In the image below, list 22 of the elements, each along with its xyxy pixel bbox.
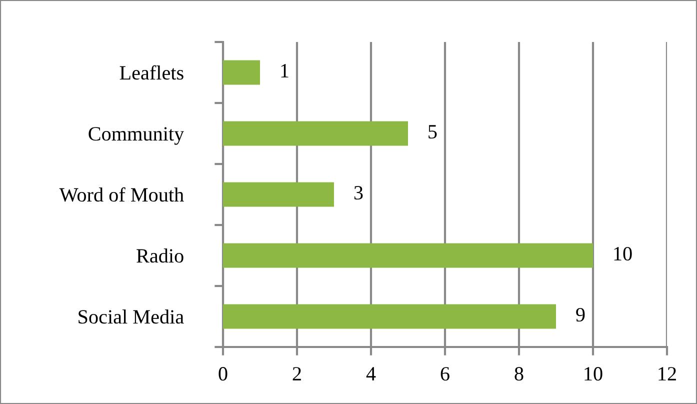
bar <box>223 182 334 207</box>
y-tick-label: Radio <box>136 248 184 263</box>
x-tick-label: 12 <box>658 367 676 380</box>
bar <box>223 60 260 85</box>
x-tick-label: 8 <box>514 367 524 381</box>
y-tick-label: Word of Mouth <box>59 187 184 202</box>
x-tick-label: 0 <box>218 367 228 381</box>
data-label: 5 <box>428 125 437 139</box>
y-tick-label: Leaflets <box>120 65 184 80</box>
x-tick-label: 2 <box>292 367 301 380</box>
data-label: 3 <box>354 186 363 200</box>
bar <box>223 243 593 268</box>
x-tick-label: 10 <box>584 367 602 381</box>
y-tick-label: Community <box>88 127 184 145</box>
bar <box>223 121 408 146</box>
x-tick-label: 4 <box>366 367 376 380</box>
data-label: 9 <box>576 308 585 322</box>
data-label: 1 <box>281 64 288 78</box>
y-tick-label: Social Media <box>78 310 184 324</box>
x-tick-label: 6 <box>440 367 450 381</box>
bar <box>223 304 556 329</box>
data-label: 10 <box>614 246 632 261</box>
